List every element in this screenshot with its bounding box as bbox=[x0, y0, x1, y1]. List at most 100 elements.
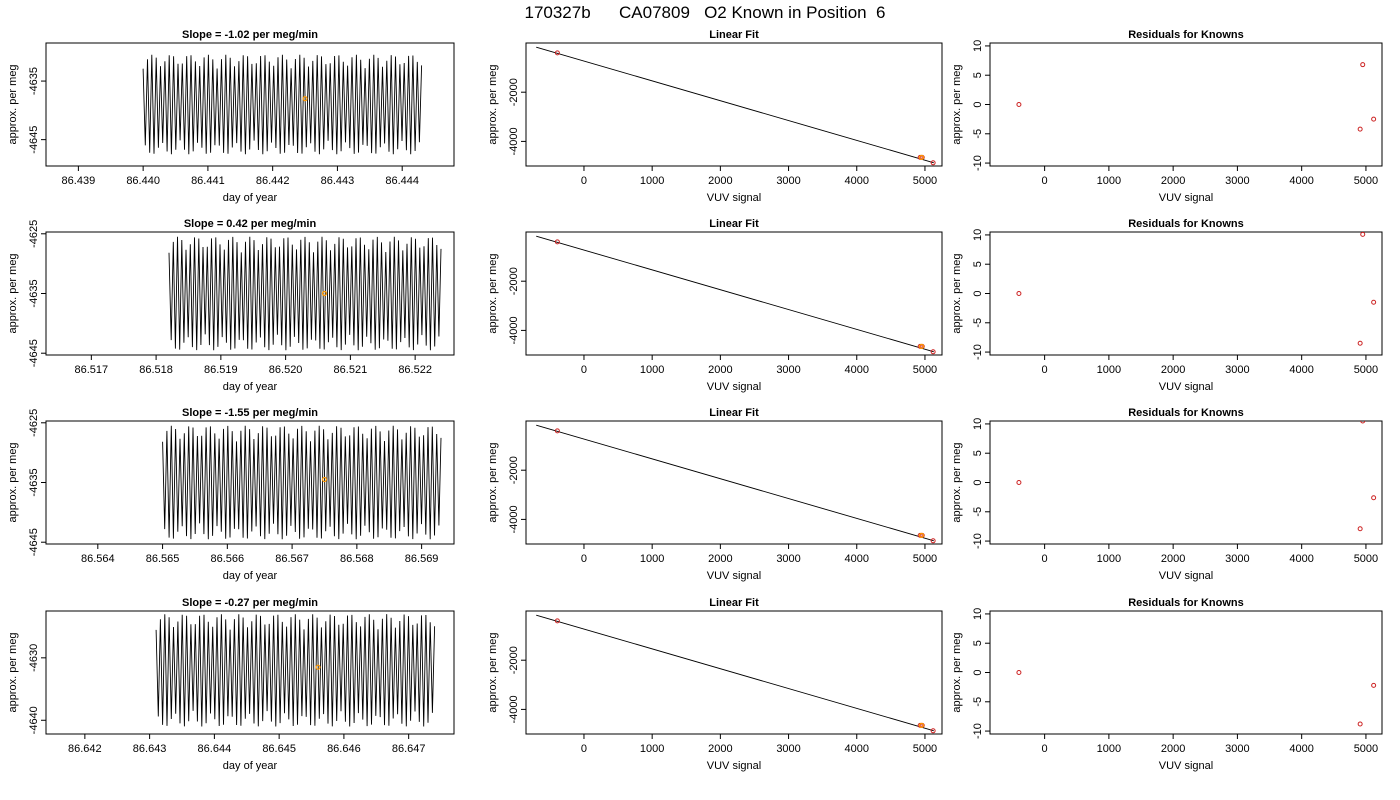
highlight-point bbox=[918, 343, 925, 349]
y-axis-label: approx. per meg bbox=[487, 253, 499, 333]
x-tick-label: 1000 bbox=[640, 553, 664, 565]
x-tick-label: 4000 bbox=[1289, 175, 1313, 187]
panel-8: Linear Fit 0 1000 2000 3000 4000 5000 -2000 -400… bbox=[487, 407, 943, 582]
x-tick-label: 86.642 bbox=[68, 743, 102, 755]
plot-data bbox=[168, 236, 442, 351]
x-tick-label: 86.643 bbox=[133, 743, 167, 755]
y-tick-label: -4625 bbox=[28, 220, 40, 248]
x-axis-label: VUV signal bbox=[707, 570, 761, 582]
panel-title: Linear Fit bbox=[709, 597, 759, 609]
x-tick-label: 86.569 bbox=[405, 553, 439, 565]
data-point bbox=[554, 50, 560, 56]
y-axis-label: approx. per meg bbox=[951, 253, 963, 333]
x-tick-label: 86.443 bbox=[321, 175, 355, 187]
fit-line bbox=[536, 424, 934, 542]
x-tick-label: 1000 bbox=[1097, 364, 1121, 376]
data-point bbox=[1016, 480, 1022, 485]
y-tick-label: -5 bbox=[972, 318, 984, 328]
data-point bbox=[1357, 526, 1363, 532]
fit-line bbox=[536, 46, 934, 164]
x-tick-label: 4000 bbox=[1289, 743, 1313, 755]
x-axis-label: day of year bbox=[223, 570, 278, 582]
data-point bbox=[930, 349, 936, 355]
x-tick-label: 2000 bbox=[1161, 364, 1185, 376]
y-tick-label: -4640 bbox=[28, 706, 40, 734]
trace-line bbox=[142, 54, 423, 155]
x-tick-label: 0 bbox=[581, 553, 587, 565]
page-title: 170327b CA07809 O2 Known in Position 6 bbox=[524, 3, 885, 22]
y-tick-label: -4645 bbox=[28, 339, 40, 367]
x-tick-label: 4000 bbox=[845, 364, 869, 376]
panel-title: Linear Fit bbox=[709, 407, 759, 419]
panel-title: Linear Fit bbox=[709, 218, 759, 230]
x-tick-label: 86.521 bbox=[334, 364, 368, 376]
x-axis-label: day of year bbox=[223, 760, 278, 772]
y-axis-label: approx. per meg bbox=[7, 632, 19, 712]
y-tick-label: 5 bbox=[972, 450, 984, 456]
x-tick-label: 86.444 bbox=[385, 175, 419, 187]
plot-frame bbox=[989, 231, 1383, 356]
data-point bbox=[930, 538, 936, 544]
y-tick-label: -10 bbox=[972, 155, 984, 171]
x-tick-label: 2000 bbox=[708, 743, 732, 755]
x-tick-label: 5000 bbox=[1354, 743, 1378, 755]
y-tick-label: -5 bbox=[972, 129, 984, 139]
x-tick-label: 5000 bbox=[1354, 553, 1378, 565]
x-tick-label: 4000 bbox=[1289, 364, 1313, 376]
x-tick-label: 1000 bbox=[1097, 175, 1121, 187]
y-tick-label: -2000 bbox=[508, 267, 520, 295]
data-point bbox=[1371, 682, 1377, 688]
x-tick-label: 0 bbox=[1042, 743, 1048, 755]
plot-data bbox=[1016, 670, 1377, 727]
data-point bbox=[1360, 421, 1366, 424]
x-tick-label: 1000 bbox=[640, 743, 664, 755]
panel-title: Slope = 0.42 per meg/min bbox=[184, 218, 317, 230]
panel-title: Residuals for Knowns bbox=[1128, 218, 1244, 230]
x-tick-label: 2000 bbox=[1161, 553, 1185, 565]
panel-title: Slope = -1.55 per meg/min bbox=[182, 407, 318, 419]
panel-10: Slope = -0.27 per meg/min 86.642 86.643 86.… bbox=[7, 597, 455, 772]
x-tick-label: 3000 bbox=[776, 553, 800, 565]
highlight-point bbox=[918, 532, 925, 538]
trace-line bbox=[168, 236, 442, 351]
data-point bbox=[554, 618, 560, 624]
x-tick-label: 5000 bbox=[913, 553, 937, 565]
x-tick-label: 5000 bbox=[913, 364, 937, 376]
x-axis-label: VUV signal bbox=[1159, 760, 1213, 772]
plot-data bbox=[155, 614, 436, 727]
x-tick-label: 86.565 bbox=[146, 553, 180, 565]
y-tick-label: -4645 bbox=[28, 126, 40, 154]
panel-title: Residuals for Knowns bbox=[1128, 597, 1244, 609]
x-axis-label: VUV signal bbox=[707, 381, 761, 393]
x-tick-label: 3000 bbox=[776, 743, 800, 755]
data-point bbox=[1016, 670, 1022, 675]
x-tick-label: 86.441 bbox=[191, 175, 225, 187]
plot-frame bbox=[525, 42, 943, 167]
panel-11: Linear Fit 0 1000 2000 3000 4000 5000 -2000 -400… bbox=[487, 597, 943, 772]
x-tick-label: 86.646 bbox=[327, 743, 361, 755]
x-tick-label: 86.647 bbox=[392, 743, 426, 755]
x-tick-label: 0 bbox=[581, 364, 587, 376]
y-axis-label: approx. per meg bbox=[7, 64, 19, 144]
x-tick-label: 1000 bbox=[1097, 553, 1121, 565]
trace-line bbox=[162, 425, 442, 540]
x-tick-label: 5000 bbox=[1354, 175, 1378, 187]
y-axis-label: approx. per meg bbox=[7, 253, 19, 333]
plot-frame bbox=[525, 231, 943, 356]
plot-frame bbox=[989, 610, 1383, 735]
y-tick-label: -4635 bbox=[28, 468, 40, 496]
highlight-point bbox=[302, 96, 308, 102]
y-tick-label: -4000 bbox=[508, 316, 520, 344]
x-tick-label: 86.566 bbox=[211, 553, 245, 565]
panel-title: Linear Fit bbox=[709, 29, 759, 41]
plot-frame bbox=[525, 610, 943, 735]
panel-5: Linear Fit 0 1000 2000 3000 4000 5000 -2000 -400… bbox=[487, 218, 943, 393]
y-tick-label: -10 bbox=[972, 723, 984, 739]
x-tick-label: 0 bbox=[581, 743, 587, 755]
y-tick-label: 10 bbox=[972, 418, 984, 430]
fit-line bbox=[536, 614, 934, 732]
x-tick-label: 86.520 bbox=[269, 364, 303, 376]
panels: Slope = -1.02 per meg/min 86.439 86.440 86.… bbox=[7, 29, 1383, 772]
highlight-point bbox=[918, 154, 925, 160]
y-axis-label: approx. per meg bbox=[951, 64, 963, 144]
